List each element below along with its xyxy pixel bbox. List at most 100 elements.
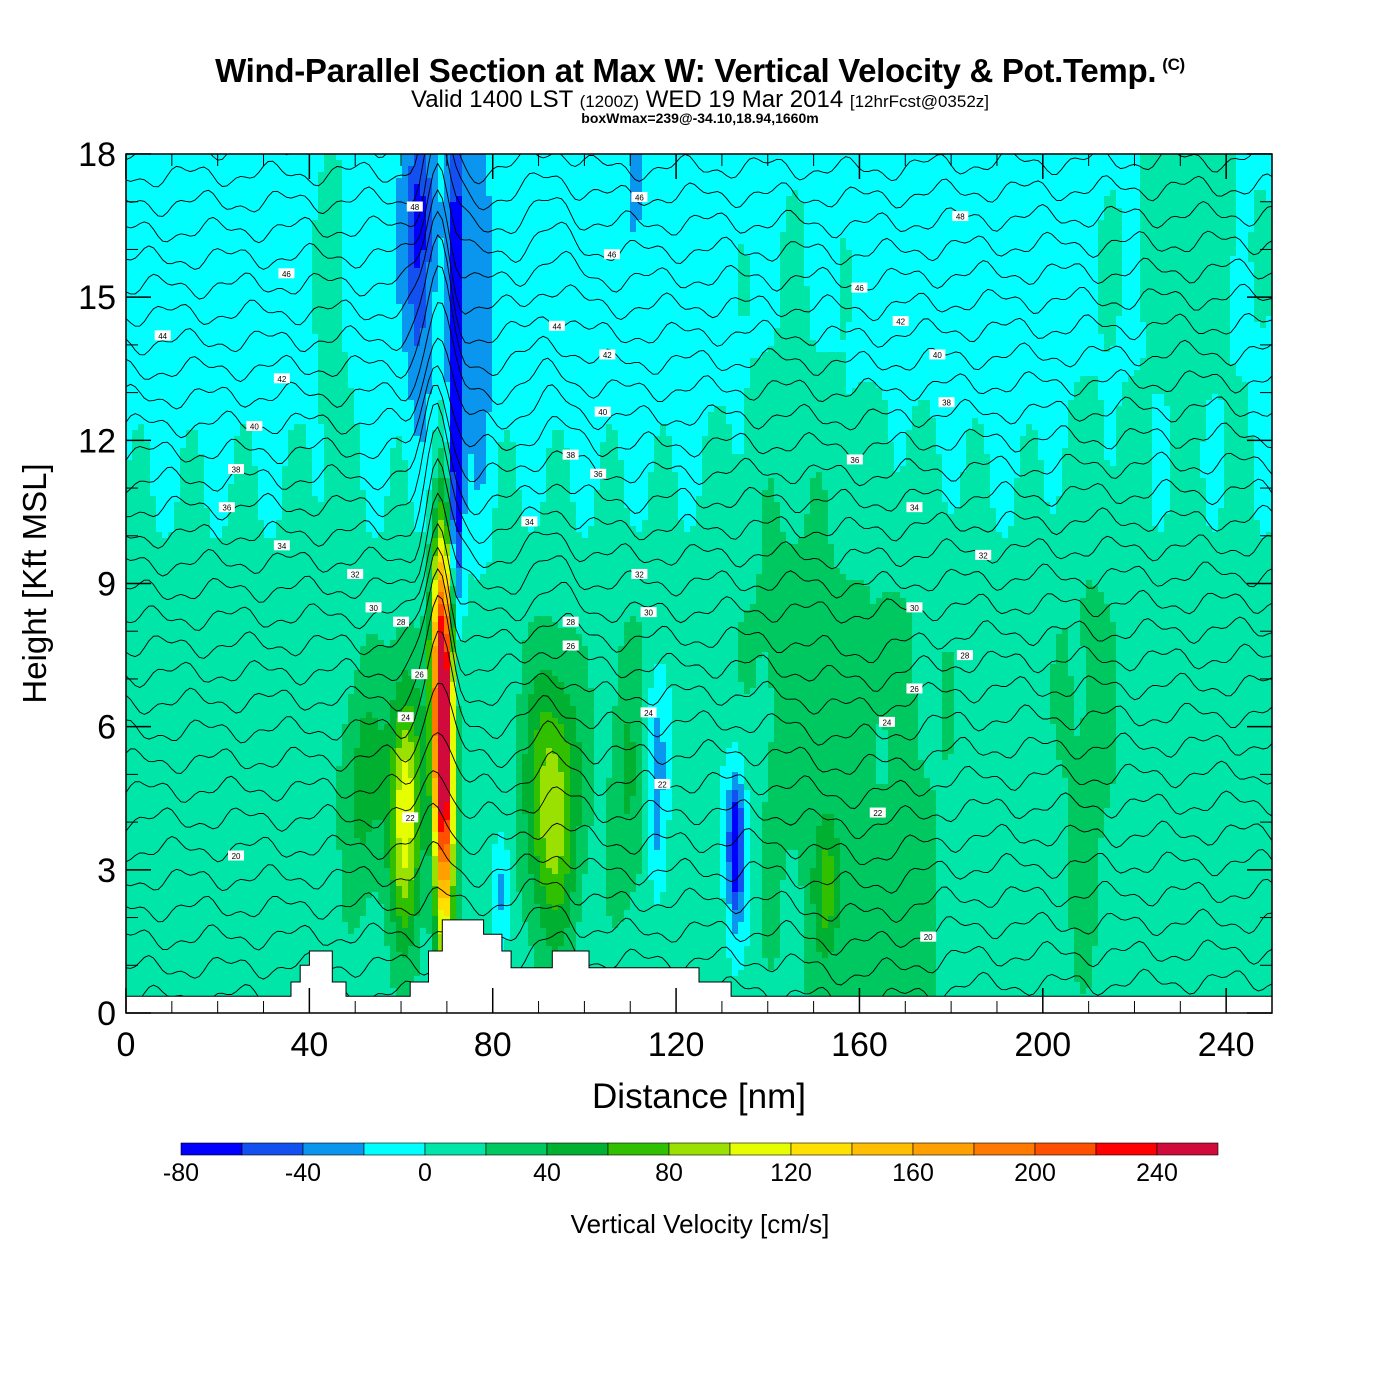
- w-cell: [384, 724, 397, 731]
- w-cell: [480, 484, 499, 491]
- w-cell: [912, 682, 943, 689]
- w-cell: [642, 154, 1141, 161]
- w-cell: [1206, 400, 1225, 407]
- w-cell: [318, 208, 343, 215]
- w-cell: [912, 664, 943, 671]
- theta-label: 36: [846, 454, 863, 465]
- w-cell: [492, 856, 511, 863]
- w-cell: [726, 946, 745, 953]
- w-cell: [618, 652, 643, 659]
- w-cell: [312, 286, 343, 293]
- w-cell: [738, 880, 745, 887]
- w-cell: [540, 766, 559, 773]
- w-cell: [840, 874, 937, 881]
- theta-label: 32: [631, 568, 648, 579]
- w-cell: [1122, 274, 1141, 281]
- w-cell: [432, 820, 439, 827]
- w-cell: [744, 754, 769, 761]
- w-cell: [642, 862, 649, 869]
- w-cell: [822, 820, 835, 827]
- w-cell: [372, 712, 391, 719]
- w-cell: [426, 310, 433, 317]
- w-cell: [540, 814, 565, 821]
- w-cell: [1224, 406, 1249, 413]
- w-cell: [396, 784, 403, 791]
- w-cell: [516, 868, 529, 875]
- w-cell: [954, 676, 1051, 683]
- w-cell: [762, 490, 775, 497]
- w-cell: [648, 706, 673, 713]
- w-cell: [126, 562, 427, 569]
- w-cell: [1152, 406, 1171, 413]
- w-cell: [840, 250, 853, 257]
- w-cell: [402, 856, 409, 863]
- w-cell: [210, 514, 229, 521]
- w-cell: [450, 742, 457, 749]
- w-cell: [366, 496, 385, 503]
- w-cell: [126, 844, 337, 851]
- w-cell: [462, 430, 487, 437]
- w-cell: [426, 268, 439, 275]
- w-cell: [594, 712, 613, 719]
- w-cell: [396, 202, 409, 209]
- w-cell: [1254, 490, 1272, 497]
- w-cell: [780, 268, 805, 275]
- w-cell: [744, 412, 889, 419]
- w-cell: [444, 592, 451, 599]
- w-cell: [1116, 736, 1272, 743]
- colorbar-swatch: [1034, 1142, 1097, 1156]
- w-cell: [606, 898, 631, 905]
- w-cell: [414, 520, 427, 527]
- w-cell: [780, 946, 805, 953]
- w-cell: [432, 754, 439, 761]
- w-cell: [738, 868, 745, 875]
- w-cell: [126, 874, 343, 881]
- w-cell: [1056, 634, 1069, 641]
- w-cell: [1146, 346, 1231, 353]
- w-cell: [420, 790, 427, 797]
- w-cell: [834, 886, 841, 893]
- w-cell: [1014, 514, 1153, 521]
- w-cell: [462, 862, 493, 869]
- w-cell: [1086, 658, 1117, 665]
- w-cell: [540, 712, 553, 719]
- w-cell: [624, 796, 631, 803]
- w-cell: [396, 634, 427, 641]
- w-cell: [528, 868, 541, 875]
- w-cell: [474, 574, 481, 581]
- w-cell: [426, 928, 433, 935]
- w-cell: [786, 532, 805, 539]
- w-cell: [1164, 400, 1207, 407]
- w-cell: [126, 646, 361, 653]
- w-cell: [990, 466, 1021, 473]
- w-cell: [432, 184, 439, 191]
- w-cell: [1086, 664, 1117, 671]
- w-cell: [462, 298, 493, 305]
- w-cell: [912, 418, 937, 425]
- w-cell: [942, 676, 955, 683]
- w-cell: [438, 622, 445, 629]
- w-cell: [576, 934, 727, 941]
- w-cell: [462, 556, 493, 563]
- w-cell: [408, 172, 427, 179]
- w-cell: [1104, 592, 1272, 599]
- w-cell: [360, 664, 427, 671]
- w-cell: [624, 808, 631, 815]
- w-cell: [492, 256, 739, 263]
- w-cell: [834, 868, 841, 875]
- w-cell: [450, 574, 457, 581]
- w-cell: [444, 418, 451, 425]
- w-cell: [126, 766, 337, 773]
- w-cell: [582, 742, 595, 749]
- w-cell: [360, 472, 391, 479]
- w-cell: [1080, 718, 1117, 725]
- w-cell: [432, 724, 439, 731]
- w-cell: [822, 862, 835, 869]
- w-cell: [432, 844, 439, 851]
- w-cell: [1152, 466, 1171, 473]
- w-cell: [1074, 706, 1087, 713]
- w-cell: [1080, 640, 1117, 647]
- w-cell: [462, 622, 529, 629]
- w-cell: [834, 544, 1272, 551]
- w-cell: [1140, 196, 1237, 203]
